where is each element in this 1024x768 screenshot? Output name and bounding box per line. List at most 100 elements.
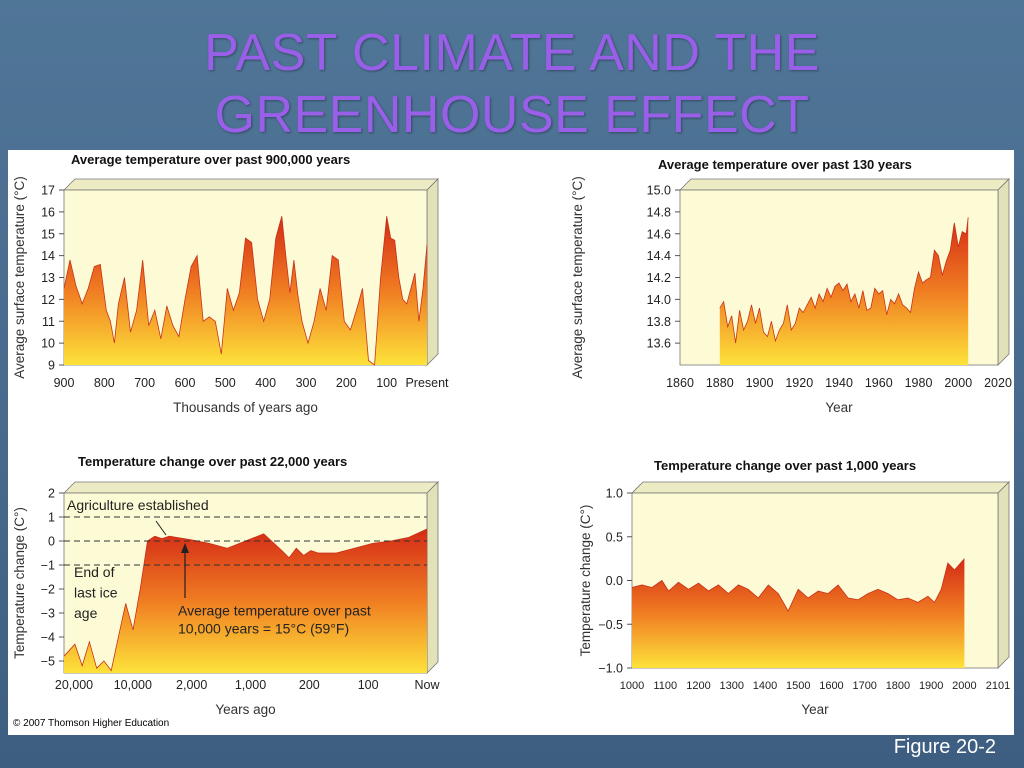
- y-tick-label: 14: [41, 249, 55, 263]
- chart-3: −5 −4 −3 −2 −1 0 1 2 20,000 10,000 2,000 1,000 200 10…: [12, 454, 440, 717]
- x-axis-label: Year: [801, 702, 829, 717]
- x-tick-label: 1300: [719, 680, 743, 692]
- annotation-ice-age-3: age: [74, 605, 98, 621]
- x-axis-label: Year: [825, 400, 853, 415]
- x-tick-label: 1400: [753, 680, 777, 692]
- x-tick-label: 1880: [706, 376, 734, 390]
- chart-side-face: [997, 178, 1010, 366]
- y-tick-label: 15: [41, 227, 55, 241]
- x-axis-label: Years ago: [215, 702, 275, 717]
- annotation-agriculture: Agriculture established: [67, 497, 209, 513]
- chart-title: Average temperature over past 900,000 ye…: [71, 152, 350, 167]
- copyright-note: © 2007 Thomson Higher Education: [13, 718, 170, 729]
- y-tick-label: 16: [41, 205, 55, 219]
- annotation-ice-age-1: End of: [74, 564, 115, 580]
- y-axis-label: Average surface temperature (°C): [570, 176, 585, 379]
- x-tick-label: Now: [414, 678, 440, 692]
- chart-title: Temperature change over past 1,000 years: [654, 458, 916, 473]
- x-tick-label: 1100: [653, 680, 677, 692]
- x-tick-label: 1700: [852, 680, 876, 692]
- y-tick-label: −0.5: [598, 618, 623, 632]
- area-series: [632, 558, 965, 668]
- y-tick-label: 14.2: [647, 271, 671, 285]
- x-tick-label: 1000: [620, 680, 644, 692]
- y-tick-label: −1: [41, 559, 55, 573]
- y-tick-label: −4: [41, 631, 55, 645]
- x-tick-label: 2000: [952, 680, 976, 692]
- chart-top-face: [631, 481, 1010, 494]
- x-tick-label: 1980: [905, 376, 933, 390]
- y-tick-label: 14.4: [647, 249, 671, 263]
- y-tick-label: 13: [41, 271, 55, 285]
- x-tick-label: 1,000: [235, 678, 266, 692]
- x-tick-label: 1800: [886, 680, 910, 692]
- x-tick-label: 2101: [986, 680, 1010, 692]
- y-tick-label: 2: [48, 487, 55, 501]
- x-tick-label: 1920: [785, 376, 813, 390]
- x-tick-label: 400: [255, 376, 276, 390]
- chart-1: 9 10 11 12 13 14 15 16 17 900 800 700 600 500 400 300 20…: [12, 152, 449, 415]
- series-outline: [719, 217, 969, 344]
- x-tick-label: 700: [134, 376, 155, 390]
- x-tick-label: 800: [94, 376, 115, 390]
- chart-top-face: [63, 178, 439, 191]
- chart-top-face: [679, 178, 1010, 191]
- area-series: [64, 216, 427, 365]
- y-tick-label: 1: [48, 511, 55, 525]
- x-tick-label: 1860: [666, 376, 694, 390]
- annotation-average-2: 10,000 years = 15°C (59°F): [178, 620, 349, 636]
- slide-title: PAST CLIMATE AND THE GREENHOUSE EFFECT: [0, 22, 1024, 146]
- y-tick-label: 13.6: [647, 337, 671, 351]
- figure-panel: 9 10 11 12 13 14 15 16 17 900 800 700 600 500 400 300 20…: [8, 150, 1014, 735]
- chart-2: 13.6 13.8 14.0 14.2 14.4 14.6 14.8 15.0 1860 1880…: [570, 157, 1012, 415]
- x-tick-label: 100: [358, 678, 379, 692]
- y-tick-label: −2: [41, 583, 55, 597]
- y-tick-label: 0.0: [606, 574, 623, 588]
- area-series: [719, 217, 969, 365]
- y-tick-label: −3: [41, 607, 55, 621]
- x-tick-label: 1600: [819, 680, 843, 692]
- y-tick-label: 17: [41, 184, 55, 198]
- series-outline: [63, 216, 428, 366]
- x-tick-label: 10,000: [114, 678, 152, 692]
- chart-title: Temperature change over past 22,000 year…: [78, 454, 347, 469]
- y-tick-label: −5: [41, 655, 55, 669]
- y-axis-label: Average surface temperature (°C): [12, 176, 27, 379]
- y-tick-label: 14.8: [647, 205, 671, 219]
- y-tick-label: 12: [41, 293, 55, 307]
- chart-side-face: [997, 481, 1010, 669]
- y-axis-label: Temperature change (C°): [12, 507, 27, 659]
- x-tick-label: 600: [175, 376, 196, 390]
- x-tick-label: 1940: [825, 376, 853, 390]
- x-tick-label: 100: [376, 376, 397, 390]
- chart-side-face: [426, 481, 439, 674]
- y-tick-label: 9: [48, 359, 55, 373]
- x-tick-label: 200: [299, 678, 320, 692]
- y-tick-label: 13.8: [647, 315, 671, 329]
- series-outline: [63, 528, 428, 672]
- x-tick-label: 2020: [984, 376, 1012, 390]
- y-tick-label: 14.0: [647, 293, 671, 307]
- x-tick-label: 200: [336, 376, 357, 390]
- y-tick-label: 1.0: [606, 487, 623, 501]
- x-tick-label: Present: [405, 376, 449, 390]
- x-tick-label: 1500: [786, 680, 810, 692]
- figure-label: Figure 20-2: [893, 736, 996, 758]
- annotation-arrow-head: [181, 543, 189, 553]
- slide-title-line2: GREENHOUSE EFFECT: [214, 86, 810, 144]
- x-tick-label: 20,000: [55, 678, 93, 692]
- x-axis-label: Thousands of years ago: [173, 400, 318, 415]
- x-tick-label: 300: [296, 376, 317, 390]
- y-tick-label: 0: [48, 535, 55, 549]
- y-axis-label: Temperature change (C°): [578, 505, 593, 657]
- y-tick-label: 14.6: [647, 227, 671, 241]
- y-tick-label: 11: [42, 315, 55, 329]
- x-tick-label: 1900: [746, 376, 774, 390]
- x-tick-label: 2000: [944, 376, 972, 390]
- y-tick-label: −1.0: [598, 662, 623, 676]
- x-tick-label: 1900: [919, 680, 943, 692]
- y-tick-label: 10: [41, 337, 55, 351]
- y-tick-label: 15.0: [647, 184, 671, 198]
- chart-title: Average temperature over past 130 years: [658, 157, 912, 172]
